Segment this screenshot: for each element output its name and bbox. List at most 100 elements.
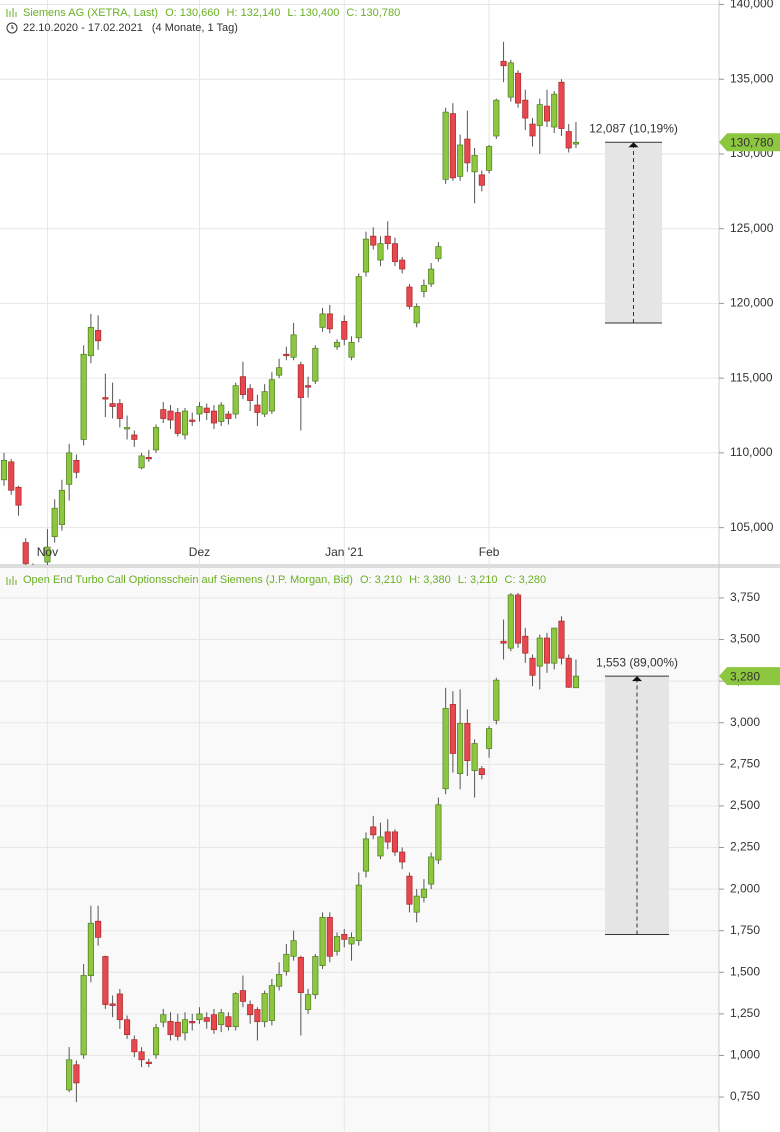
candle-body (276, 974, 283, 987)
y-tick-label: 1,000 (730, 1048, 760, 1062)
candle-body (551, 93, 558, 128)
candle-body (102, 397, 109, 400)
panel (0, 0, 719, 565)
candle-body (355, 276, 362, 339)
candle-body (391, 243, 399, 262)
candle-body (486, 728, 493, 749)
candle-body (442, 111, 449, 180)
candle-body (319, 313, 326, 328)
candle-body (493, 679, 500, 721)
x-tick-label: Feb (479, 545, 500, 559)
chart-icon (6, 8, 17, 585)
candle-body (341, 321, 348, 340)
candle-body (420, 888, 427, 898)
y-tick-label: 115,000 (730, 370, 773, 384)
chart-header: Open End Turbo Call Optionsschein auf Si… (23, 574, 546, 586)
span: (4 Monate, 1 Tag) (152, 22, 238, 34)
candle-body (124, 427, 131, 430)
y-tick-label: 1,250 (730, 1006, 760, 1020)
y-tick-label: 125,000 (730, 221, 774, 235)
candle-body (522, 635, 529, 654)
candle-body (529, 123, 536, 137)
y-tick-label: 2,000 (730, 881, 760, 895)
candle-body (471, 743, 478, 771)
candle-body (471, 155, 478, 173)
candle-body (283, 953, 290, 972)
candle-body (435, 246, 442, 259)
measure-arrowhead (632, 676, 642, 682)
candle-body (305, 994, 312, 1010)
candle-body (406, 875, 413, 905)
candle-body (131, 1039, 138, 1053)
chart-title: Siemens AG (XETRA, Last) (23, 7, 158, 19)
candle-body (210, 410, 218, 424)
y-tick-label: 2,500 (730, 798, 760, 812)
candle-body (225, 1016, 232, 1028)
y-tick-label: 0,750 (730, 1089, 760, 1103)
candle-body (73, 460, 80, 473)
candle-body (348, 341, 355, 358)
candle-body (413, 306, 420, 324)
candle-body (326, 313, 333, 330)
candle-body (196, 406, 203, 415)
candle-body (218, 404, 225, 422)
candle-body (276, 367, 283, 376)
candle-body (160, 1014, 167, 1023)
candle-body (572, 675, 580, 689)
candle-body (507, 62, 514, 98)
candle-body (247, 1004, 254, 1016)
candle-body (95, 920, 102, 938)
ohlc-info: H: 132,140 (227, 7, 281, 19)
measure-label: 1,553 (89,00%) (596, 655, 678, 669)
candle-body (109, 403, 116, 407)
ohlc-info: L: 3,210 (458, 574, 498, 586)
candle-body (362, 238, 370, 273)
candle-body (116, 993, 123, 1021)
candle-body (305, 385, 312, 388)
candle-body (399, 851, 406, 863)
candle-body (87, 326, 94, 357)
y-tick-label: 3,500 (730, 632, 760, 646)
candle-body (558, 620, 565, 659)
candle-body (95, 329, 102, 342)
candle-body (413, 895, 420, 913)
candle-body (500, 60, 507, 67)
candle-body (536, 637, 543, 667)
candle-body (152, 1027, 160, 1056)
candle-body (58, 489, 65, 525)
candle-body (522, 99, 529, 119)
y-tick-label: 105,000 (730, 520, 774, 534)
candle-body (239, 376, 246, 395)
candle-body (442, 708, 449, 790)
candle-body (478, 174, 485, 186)
candle-body (22, 542, 29, 564)
candle-body (514, 594, 522, 644)
candle-body (44, 546, 51, 563)
candle-body (391, 831, 399, 853)
candle-body (283, 353, 290, 357)
candle-body (160, 409, 167, 419)
ohlc-info: L: 130,400 (287, 7, 339, 19)
measure-arrowhead (628, 142, 639, 148)
candle-body (514, 72, 522, 104)
candle-body (145, 1061, 152, 1064)
candle-body (174, 412, 181, 434)
candle-body (297, 364, 304, 398)
candle-body (312, 347, 319, 382)
price-tag (719, 133, 780, 152)
ohlc-info: C: 130,780 (346, 7, 400, 19)
chart-title: Open End Turbo Call Optionsschein auf Si… (23, 574, 353, 586)
candle-body (435, 804, 442, 861)
period: 22.10.2020 - 17.02.2021 (23, 22, 143, 34)
candle-body (290, 334, 297, 358)
candle-body (225, 413, 232, 419)
candle-body (181, 410, 189, 436)
measure-label: 12,087 (10,19%) (589, 121, 678, 135)
candle-body (565, 131, 572, 149)
candle-body (333, 936, 341, 952)
candle-body (268, 379, 275, 412)
candle-body (333, 341, 341, 348)
candle-body (384, 831, 391, 843)
clock-icon (6, 22, 18, 34)
y-tick-label: 110,000 (730, 445, 773, 459)
